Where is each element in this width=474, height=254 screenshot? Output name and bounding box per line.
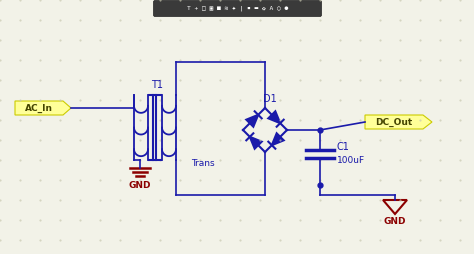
Polygon shape xyxy=(250,137,262,149)
Text: GND: GND xyxy=(129,181,151,189)
Text: AC_In: AC_In xyxy=(25,103,53,113)
Text: T + □ ▣ ■ ≋ ✦ | ▪ ▬ ✿ A ○ ●: T + □ ▣ ■ ≋ ✦ | ▪ ▬ ✿ A ○ ● xyxy=(187,6,288,11)
Text: C1: C1 xyxy=(337,142,350,152)
Polygon shape xyxy=(272,133,284,145)
FancyBboxPatch shape xyxy=(154,1,321,17)
Text: D1: D1 xyxy=(263,94,277,104)
Text: Trans: Trans xyxy=(191,159,215,168)
Text: 100uF: 100uF xyxy=(337,156,365,165)
Polygon shape xyxy=(268,111,280,123)
Polygon shape xyxy=(246,115,258,127)
Polygon shape xyxy=(365,115,432,129)
Text: DC_Out: DC_Out xyxy=(375,117,413,126)
Text: GND: GND xyxy=(384,217,406,227)
Text: T1: T1 xyxy=(151,80,163,90)
Polygon shape xyxy=(15,101,71,115)
